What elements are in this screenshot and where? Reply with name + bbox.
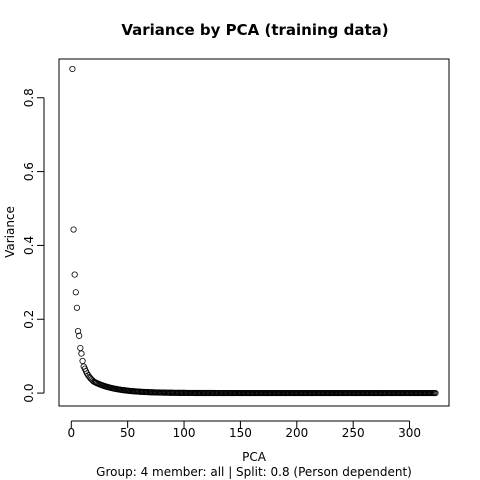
- x-tick-label: 300: [398, 426, 421, 440]
- y-tick-label: 0.8: [22, 88, 36, 107]
- y-tick-label: 0.4: [22, 236, 36, 255]
- data-point: [77, 344, 84, 352]
- x-axis: 0 50 100 150 200 250 300: [67, 420, 421, 440]
- data-point: [70, 226, 77, 233]
- y-axis-label: Variance: [3, 206, 17, 258]
- x-tick-label: 150: [229, 426, 252, 440]
- x-tick-label: 250: [342, 426, 365, 440]
- data-point: [78, 350, 85, 357]
- x-axis-label: PCA: [242, 450, 267, 464]
- x-tick-label: 0: [67, 426, 75, 440]
- data-point: [72, 289, 79, 296]
- data-point: [73, 304, 81, 311]
- data-point: [432, 389, 439, 397]
- x-tick-label: 200: [285, 426, 308, 440]
- data-point: [76, 332, 83, 339]
- y-tick-label: 0.0: [22, 384, 36, 403]
- data-points: [69, 65, 439, 397]
- data-point: [74, 327, 82, 335]
- x-tick-label: 100: [173, 426, 196, 440]
- data-point: [87, 375, 94, 382]
- data-point: [79, 357, 86, 365]
- y-tick-label: 0.2: [22, 310, 36, 329]
- chart-title: Variance by PCA (training data): [121, 21, 388, 39]
- data-point: [71, 271, 78, 278]
- chart-subtitle: Group: 4 member: all | Split: 0.8 (Perso…: [96, 465, 412, 479]
- y-axis: 0.0 0.2 0.4 0.6 0.8: [22, 88, 45, 403]
- plot-area-frame: [58, 58, 450, 407]
- data-point: [69, 65, 76, 73]
- y-tick-label: 0.6: [22, 162, 36, 181]
- x-tick-label: 50: [120, 426, 135, 440]
